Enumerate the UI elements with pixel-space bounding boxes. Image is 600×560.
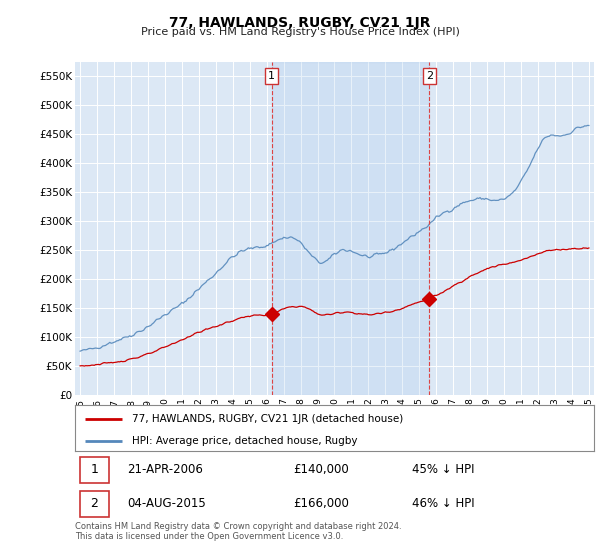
Text: 77, HAWLANDS, RUGBY, CV21 1JR (detached house): 77, HAWLANDS, RUGBY, CV21 1JR (detached …: [132, 414, 403, 424]
Text: 77, HAWLANDS, RUGBY, CV21 1JR: 77, HAWLANDS, RUGBY, CV21 1JR: [169, 16, 431, 30]
FancyBboxPatch shape: [80, 491, 109, 517]
Text: £140,000: £140,000: [293, 463, 349, 476]
Text: 45% ↓ HPI: 45% ↓ HPI: [412, 463, 475, 476]
Text: Contains HM Land Registry data © Crown copyright and database right 2024.
This d: Contains HM Land Registry data © Crown c…: [75, 522, 401, 542]
Text: HPI: Average price, detached house, Rugby: HPI: Average price, detached house, Rugb…: [132, 436, 358, 446]
Text: £166,000: £166,000: [293, 497, 349, 510]
Text: 2: 2: [426, 71, 433, 81]
Text: 46% ↓ HPI: 46% ↓ HPI: [412, 497, 475, 510]
Text: 1: 1: [91, 463, 98, 476]
Bar: [272, 62, 430, 395]
Text: 1: 1: [268, 71, 275, 81]
Text: 04-AUG-2015: 04-AUG-2015: [127, 497, 206, 510]
Text: 21-APR-2006: 21-APR-2006: [127, 463, 203, 476]
FancyBboxPatch shape: [80, 457, 109, 483]
Text: 2: 2: [91, 497, 98, 510]
Text: Price paid vs. HM Land Registry's House Price Index (HPI): Price paid vs. HM Land Registry's House …: [140, 27, 460, 37]
